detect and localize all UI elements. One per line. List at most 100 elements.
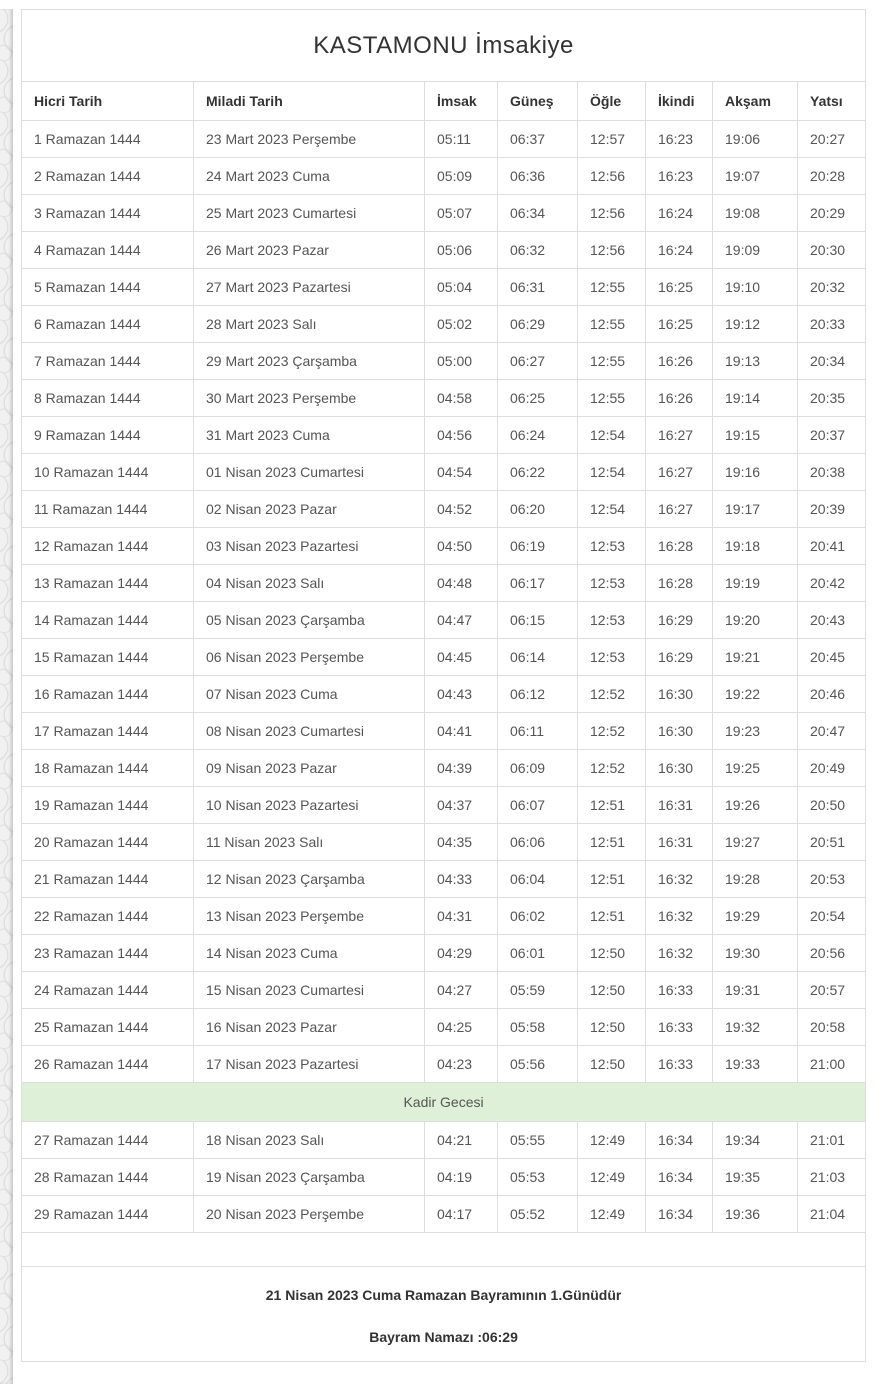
empty-cell xyxy=(20,1232,867,1267)
miladi-tarih-cell: 24 Mart 2023 Cuma xyxy=(193,157,425,195)
gunes-cell: 06:07 xyxy=(497,786,578,824)
ikindi-cell: 16:34 xyxy=(645,1158,713,1196)
ogle-cell: 12:51 xyxy=(577,860,646,898)
ogle-cell: 12:50 xyxy=(577,1008,646,1046)
table-row: 14 Ramazan 1444 05 Nisan 2023 Çarşamba 04:… xyxy=(21,601,867,639)
imsak-cell: 04:37 xyxy=(424,786,498,824)
ogle-cell: 12:53 xyxy=(577,527,646,565)
miladi-tarih-cell: 11 Nisan 2023 Salı xyxy=(193,823,425,861)
column-header-aksam: Akşam xyxy=(712,81,798,121)
hicri-tarih-cell: 27 Ramazan 1444 xyxy=(21,1121,194,1159)
column-header-yatsi: Yatsı xyxy=(796,81,867,121)
bayram-namazi-time: Bayram Namazı :06:29 xyxy=(369,1329,518,1345)
hicri-tarih-cell: 18 Ramazan 1444 xyxy=(21,749,194,787)
bayram-first-day-note: 21 Nisan 2023 Cuma Ramazan Bayramının 1.… xyxy=(265,1287,622,1303)
hicri-tarih-cell: 3 Ramazan 1444 xyxy=(21,194,194,232)
ogle-cell: 12:52 xyxy=(577,749,646,787)
yatsi-cell: 20:35 xyxy=(796,379,867,417)
ikindi-cell: 16:32 xyxy=(645,934,713,972)
hicri-tarih-cell: 6 Ramazan 1444 xyxy=(21,305,194,343)
hicri-tarih-cell: 28 Ramazan 1444 xyxy=(21,1158,194,1196)
column-header-imsak: İmsak xyxy=(424,81,498,121)
ikindi-cell: 16:29 xyxy=(645,601,713,639)
table-row: 29 Ramazan 1444 20 Nisan 2023 Perşembe 04:… xyxy=(21,1195,867,1233)
ogle-cell: 12:49 xyxy=(577,1195,646,1233)
aksam-cell: 19:35 xyxy=(712,1158,798,1196)
gunes-cell: 06:36 xyxy=(497,157,578,195)
hicri-tarih-cell: 25 Ramazan 1444 xyxy=(21,1008,194,1046)
miladi-tarih-cell: 16 Nisan 2023 Pazar xyxy=(193,1008,425,1046)
table-row: 7 Ramazan 1444 29 Mart 2023 Çarşamba 05:00… xyxy=(21,342,867,380)
ogle-cell: 12:55 xyxy=(577,379,646,417)
yatsi-cell: 20:57 xyxy=(796,971,867,1009)
aksam-cell: 19:06 xyxy=(712,120,798,158)
aksam-cell: 19:28 xyxy=(712,860,798,898)
aksam-cell: 19:18 xyxy=(712,527,798,565)
aksam-cell: 19:19 xyxy=(712,564,798,602)
imsak-cell: 05:11 xyxy=(424,120,498,158)
hicri-tarih-cell: 4 Ramazan 1444 xyxy=(21,231,194,269)
table-row: 25 Ramazan 1444 16 Nisan 2023 Pazar 04:25 0… xyxy=(21,1008,867,1046)
column-header-hicri-tarih: Hicri Tarih xyxy=(21,81,194,121)
imsak-cell: 04:56 xyxy=(424,416,498,454)
ikindi-cell: 16:33 xyxy=(645,1008,713,1046)
gunes-cell: 06:06 xyxy=(497,823,578,861)
gunes-cell: 06:32 xyxy=(497,231,578,269)
ikindi-cell: 16:25 xyxy=(645,268,713,306)
ogle-cell: 12:49 xyxy=(577,1158,646,1196)
kadir-gecesi-label: Kadir Gecesi xyxy=(20,1082,867,1122)
table-row: 16 Ramazan 1444 07 Nisan 2023 Cuma 04:43 06… xyxy=(21,675,867,713)
gunes-cell: 06:11 xyxy=(497,712,578,750)
gunes-cell: 06:01 xyxy=(497,934,578,972)
table-row: 13 Ramazan 1444 04 Nisan 2023 Salı 04:48 06… xyxy=(21,564,867,602)
ikindi-cell: 16:27 xyxy=(645,416,713,454)
hicri-tarih-cell: 9 Ramazan 1444 xyxy=(21,416,194,454)
gunes-cell: 06:15 xyxy=(497,601,578,639)
ogle-cell: 12:51 xyxy=(577,823,646,861)
aksam-cell: 19:25 xyxy=(712,749,798,787)
gunes-cell: 05:55 xyxy=(497,1121,578,1159)
miladi-tarih-cell: 26 Mart 2023 Pazar xyxy=(193,231,425,269)
miladi-tarih-cell: 14 Nisan 2023 Cuma xyxy=(193,934,425,972)
ikindi-cell: 16:30 xyxy=(645,749,713,787)
aksam-cell: 19:34 xyxy=(712,1121,798,1159)
miladi-tarih-cell: 03 Nisan 2023 Pazartesi xyxy=(193,527,425,565)
yatsi-cell: 20:47 xyxy=(796,712,867,750)
aksam-cell: 19:30 xyxy=(712,934,798,972)
table-row: 26 Ramazan 1444 17 Nisan 2023 Pazartesi 04… xyxy=(21,1045,867,1083)
yatsi-cell: 20:28 xyxy=(796,157,867,195)
imsak-cell: 04:27 xyxy=(424,971,498,1009)
imsak-cell: 04:23 xyxy=(424,1045,498,1083)
table-row: 28 Ramazan 1444 19 Nisan 2023 Çarşamba 04:… xyxy=(21,1158,867,1196)
miladi-tarih-cell: 06 Nisan 2023 Perşembe xyxy=(193,638,425,676)
imsakiye-table: KASTAMONU İmsakiye Hicri Tarih Miladi Tar… xyxy=(20,9,867,1362)
gunes-cell: 06:25 xyxy=(497,379,578,417)
hicri-tarih-cell: 26 Ramazan 1444 xyxy=(21,1045,194,1083)
hicri-tarih-cell: 7 Ramazan 1444 xyxy=(21,342,194,380)
miladi-tarih-cell: 10 Nisan 2023 Pazartesi xyxy=(193,786,425,824)
ikindi-cell: 16:28 xyxy=(645,527,713,565)
imsakiye-card: KASTAMONU İmsakiye Hicri Tarih Miladi Tar… xyxy=(20,9,867,1362)
gunes-cell: 06:14 xyxy=(497,638,578,676)
ogle-cell: 12:55 xyxy=(577,268,646,306)
imsak-cell: 04:50 xyxy=(424,527,498,565)
ikindi-cell: 16:31 xyxy=(645,823,713,861)
hicri-tarih-cell: 19 Ramazan 1444 xyxy=(21,786,194,824)
table-row: 5 Ramazan 1444 27 Mart 2023 Pazartesi 05:0… xyxy=(21,268,867,306)
aksam-cell: 19:12 xyxy=(712,305,798,343)
imsak-cell: 04:47 xyxy=(424,601,498,639)
yatsi-cell: 20:45 xyxy=(796,638,867,676)
ogle-cell: 12:56 xyxy=(577,194,646,232)
aksam-cell: 19:17 xyxy=(712,490,798,528)
table-row: 24 Ramazan 1444 15 Nisan 2023 Cumartesi 04… xyxy=(21,971,867,1009)
ikindi-cell: 16:28 xyxy=(645,564,713,602)
aksam-cell: 19:26 xyxy=(712,786,798,824)
ogle-cell: 12:52 xyxy=(577,712,646,750)
aksam-cell: 19:08 xyxy=(712,194,798,232)
table-row: 21 Ramazan 1444 12 Nisan 2023 Çarşamba 04:… xyxy=(21,860,867,898)
table-row: 4 Ramazan 1444 26 Mart 2023 Pazar 05:06 06:… xyxy=(21,231,867,269)
hicri-tarih-cell: 5 Ramazan 1444 xyxy=(21,268,194,306)
yatsi-cell: 21:00 xyxy=(796,1045,867,1083)
yatsi-cell: 20:42 xyxy=(796,564,867,602)
gunes-cell: 06:04 xyxy=(497,860,578,898)
